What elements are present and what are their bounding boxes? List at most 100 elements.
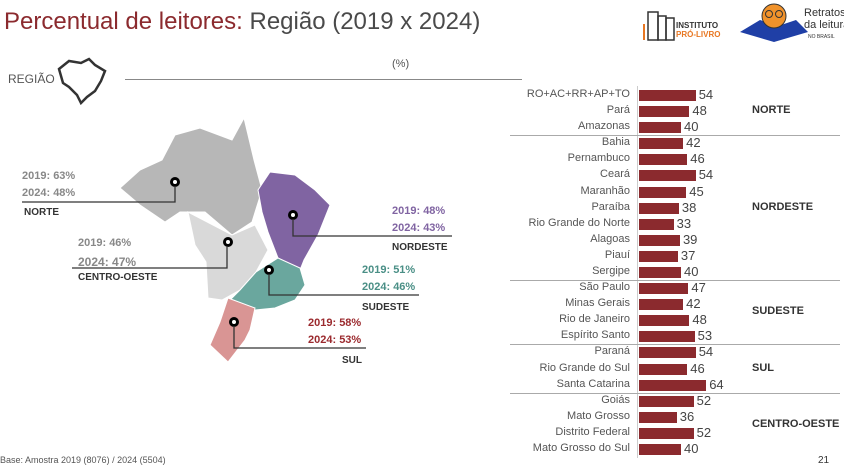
bar (639, 331, 695, 343)
bar (639, 427, 694, 439)
group-label: CENTRO-OESTE (752, 417, 840, 430)
bar-value: 40 (684, 263, 699, 279)
bar-value: 40 (684, 119, 699, 135)
sudeste-label: SUDESTE (362, 302, 410, 313)
nordeste-label: NORDESTE (392, 242, 448, 253)
base-note: Base: Amostra 2019 (8076) / 2024 (5504) (0, 455, 166, 465)
bar-label: Sergipe (592, 264, 630, 277)
bar-label: Paraná (594, 345, 630, 358)
bar-label: Maranhão (580, 184, 630, 197)
bar (639, 218, 674, 230)
bar-value: 48 (692, 103, 707, 119)
bar-label: Alagoas (590, 232, 630, 245)
bar-label: Mato Grosso (567, 409, 630, 422)
region-nordeste (257, 171, 331, 271)
bar-label: Goiás (601, 393, 630, 406)
bar (639, 234, 680, 246)
group-label: NORDESTE (752, 200, 814, 213)
bar-value: 45 (689, 183, 704, 199)
bar-label: Amazonas (578, 120, 630, 133)
group-separator (510, 392, 840, 394)
bar (639, 299, 684, 311)
bar-value: 40 (684, 440, 699, 456)
bar-label: Piauí (604, 248, 630, 261)
bar-label: Mato Grosso do Sul (532, 441, 630, 454)
group-separator (510, 280, 840, 282)
bar-value: 37 (680, 247, 696, 263)
group-label: SUDESTE (752, 305, 804, 318)
divider (125, 79, 522, 80)
bar-value: 33 (676, 215, 692, 231)
bar-value: 52 (696, 392, 712, 408)
bar (639, 283, 689, 295)
group-label: NORTE (752, 104, 791, 117)
bar-label: Ceará (600, 168, 630, 181)
bar-label: Santa Catarina (556, 377, 630, 390)
bar-label: Pernambuco (567, 152, 630, 165)
bar (639, 395, 694, 407)
bar (639, 202, 679, 214)
bar (639, 315, 690, 327)
instituto-pro-livro-logo: INSTITUTO PRÓ-LIVRO (640, 4, 730, 49)
page-number: 21 (818, 455, 830, 466)
bar (639, 443, 681, 455)
title-prefix: Percentual de leitores: (4, 8, 250, 35)
bar-label: Distrito Federal (555, 425, 630, 438)
bar (639, 347, 696, 359)
bar-value: 52 (696, 424, 712, 440)
brazil-map (0, 0, 460, 385)
bar-label: Rio Grande do Sul (539, 361, 631, 374)
svg-text:Retratos: Retratos (804, 7, 844, 19)
bar (639, 186, 687, 198)
bar-value: 54 (698, 87, 714, 102)
group-label: SUL (752, 361, 774, 374)
sul-stats: 2019: 58% 2024: 53% (308, 317, 362, 346)
bar-value: 64 (709, 376, 724, 392)
bar-label: Rio Grande do Norte (528, 216, 631, 229)
bar (639, 122, 681, 134)
bar (639, 154, 688, 166)
bar-value: 53 (697, 328, 713, 344)
bar (639, 90, 696, 101)
bar-value: 39 (682, 231, 698, 247)
region-sudeste (229, 257, 306, 311)
bar (639, 411, 677, 423)
region-sul (209, 297, 256, 363)
unit-label: (%) (392, 58, 410, 70)
bar-value: 48 (692, 312, 707, 328)
bar-value: 47 (691, 280, 706, 296)
region-norte (119, 116, 263, 236)
title-suffix: Região (2019 x 2024) (249, 8, 481, 35)
bar (639, 379, 707, 391)
section-label: REGIÃO (8, 72, 55, 86)
svg-text:da leitura: da leitura (804, 19, 844, 31)
norte-label: NORTE (24, 207, 59, 218)
bar-label: Minas Gerais (565, 297, 630, 310)
bar-value: 42 (686, 135, 701, 151)
bar-label: São Paulo (579, 281, 630, 294)
bar-value: 54 (698, 344, 714, 360)
svg-text:INSTITUTO: INSTITUTO (676, 21, 718, 30)
bar-value: 54 (698, 167, 714, 183)
chart-axis (637, 86, 638, 458)
bar-label: Paraíba (591, 200, 630, 213)
norte-stats: 2019: 63% 2024: 48% (22, 170, 76, 199)
brazil-outline-icon (55, 55, 110, 110)
sudeste-stats: 2019: 51% 2024: 46% (362, 264, 416, 293)
bar-label: RO+AC+RR+AP+TO (526, 88, 630, 100)
bar (639, 106, 690, 118)
bar (639, 250, 678, 262)
bar (639, 138, 684, 150)
bar (639, 170, 696, 182)
bar-value: 42 (686, 296, 701, 312)
bar (639, 266, 681, 278)
nordeste-stats: 2019: 48% 2024: 43% (392, 205, 446, 234)
group-separator (510, 135, 840, 137)
bar-value: 38 (681, 199, 697, 215)
centro-oeste-stats: 2019: 46% 2024: 47% (78, 237, 137, 269)
bar-label: Espírito Santo (560, 329, 630, 342)
bar-label: Rio de Janeiro (559, 313, 630, 326)
group-separator (510, 344, 840, 346)
centro-oeste-label: CENTRO-OESTE (78, 272, 158, 283)
